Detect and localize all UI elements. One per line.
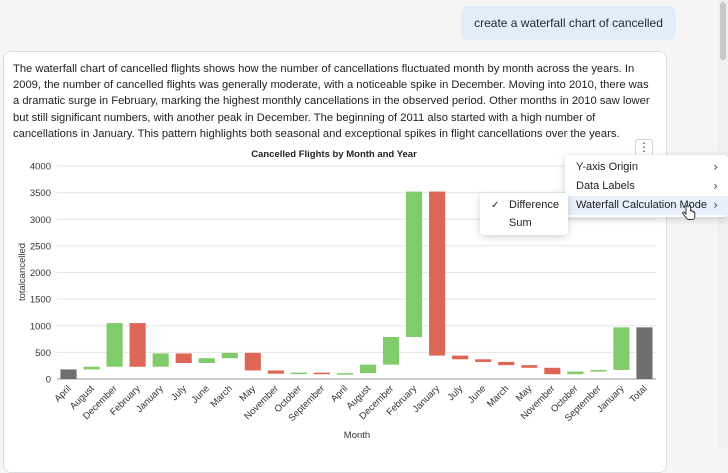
hand-pointer-icon [682,205,696,220]
submenu-item-sum[interactable]: Sum [480,214,568,233]
menu-item-y-axis-origin[interactable]: Y-axis Origin › [565,158,728,177]
y-tick-label: 1000 [30,321,51,332]
y-axis-label: totalcancelled [17,243,28,301]
x-tick-label: Total [628,383,650,405]
menu-item-label: Data Labels [576,180,635,192]
waterfall-bar [198,358,215,364]
submenu-item-label: Sum [509,217,532,229]
checkmark-icon: ✓ [491,200,500,211]
waterfall-bar [267,370,284,374]
waterfall-bar [313,372,331,375]
waterfall-bar [359,364,377,374]
page-scrollbar-thumb[interactable] [720,2,726,60]
waterfall-bar [498,361,515,366]
waterfall-bar [406,191,423,337]
menu-item-waterfall-calculation-mode[interactable]: Waterfall Calculation Mode › [565,196,728,215]
user-message-bubble: create a waterfall chart of cancelled fl… [461,6,676,64]
waterfall-bar [221,352,238,359]
waterfall-bar [175,353,192,364]
assistant-answer-card: The waterfall chart of cancelled flights… [3,51,667,473]
y-tick-label: 500 [35,348,51,359]
chart-title: Cancelled Flights by Month and Year [251,149,417,160]
waterfall-bar [106,323,123,367]
waterfall-bar [452,355,469,360]
y-axis-ticks: 0 500 1000 1500 2000 2500 3000 3500 4000 [30,162,51,386]
y-tick-label: 0 [46,375,51,386]
y-tick-label: 2500 [30,241,51,252]
menu-item-data-labels[interactable]: Data Labels › [565,177,728,196]
waterfall-bar [60,369,77,379]
x-tick-label: July [446,383,466,403]
waterfall-bar [544,367,561,375]
y-tick-label: 3500 [30,188,51,199]
chevron-right-icon: › [713,160,718,174]
chevron-right-icon: › [713,179,718,193]
x-tick-label: July [169,383,189,403]
y-tick-label: 2000 [30,268,51,279]
waterfall-bar [429,191,446,356]
x-tick-label: March [485,383,511,409]
chart-options-button[interactable]: ⋮ [635,139,653,157]
waterfall-bar [613,327,630,370]
waterfall-bar [567,371,584,375]
waterfall-bar [290,372,307,375]
y-tick-label: 4000 [30,162,51,173]
chevron-right-icon: › [713,198,718,212]
waterfall-bar [475,359,492,362]
calculation-mode-submenu: ✓ Difference Sum [480,193,568,235]
x-axis-label: Month [344,430,370,441]
waterfall-bar [83,366,100,370]
waterfall-bar [382,336,400,365]
waterfall-bar [244,352,261,371]
menu-item-label: Waterfall Calculation Mode [576,199,708,211]
waterfall-bar [152,353,169,367]
waterfall-bar [129,323,146,367]
submenu-item-difference[interactable]: ✓ Difference [480,196,568,215]
submenu-item-label: Difference [509,199,559,211]
waterfall-bar [521,365,538,368]
chart-bars [60,191,653,379]
waterfall-chart: Cancelled Flights by Month and Year 0 500… [17,149,656,441]
menu-item-label: Y-axis Origin [576,161,638,173]
y-tick-label: 1500 [30,295,51,306]
chart-options-menu: Y-axis Origin › Data Labels › Waterfall … [565,155,728,217]
waterfall-bar [336,373,354,375]
x-tick-label: March [208,383,234,409]
kebab-menu-icon: ⋮ [638,140,650,154]
waterfall-bar [636,327,653,379]
waterfall-bar [590,369,607,372]
y-tick-label: 3000 [30,215,51,226]
page-scrollbar-track[interactable] [718,0,728,448]
answer-paragraph: The waterfall chart of cancelled flights… [13,63,650,140]
